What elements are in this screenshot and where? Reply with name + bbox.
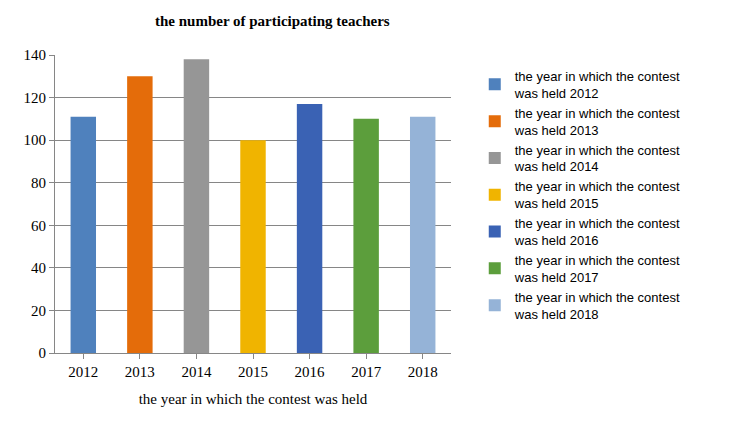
svg-text:20: 20 bbox=[31, 303, 46, 319]
svg-text:the year in which the contest: the year in which the contest was held bbox=[139, 391, 368, 407]
svg-text:0: 0 bbox=[39, 345, 47, 361]
svg-text:the number of participating te: the number of participating teachers bbox=[155, 13, 390, 29]
svg-text:2017: 2017 bbox=[351, 364, 382, 380]
svg-text:140: 140 bbox=[24, 47, 47, 63]
svg-text:80: 80 bbox=[31, 175, 46, 191]
svg-text:the year in which the contestw: the year in which the contestwas held 20… bbox=[514, 143, 680, 175]
svg-text:2018: 2018 bbox=[408, 364, 438, 380]
svg-text:60: 60 bbox=[31, 218, 46, 234]
svg-text:100: 100 bbox=[24, 132, 47, 148]
svg-text:the year in which the contestw: the year in which the contestwas held 20… bbox=[514, 253, 680, 285]
svg-text:the year in which the contestw: the year in which the contestwas held 20… bbox=[514, 290, 680, 322]
svg-text:the year in which the contestw: the year in which the contestwas held 20… bbox=[514, 69, 680, 101]
svg-text:120: 120 bbox=[24, 90, 47, 106]
svg-text:40: 40 bbox=[31, 260, 46, 276]
svg-text:the year in which the contestw: the year in which the contestwas held 20… bbox=[514, 179, 680, 211]
svg-text:the year in which the contestw: the year in which the contestwas held 20… bbox=[514, 106, 680, 138]
svg-text:2015: 2015 bbox=[238, 364, 268, 380]
svg-text:2012: 2012 bbox=[68, 364, 98, 380]
svg-text:2016: 2016 bbox=[295, 364, 326, 380]
svg-text:2013: 2013 bbox=[125, 364, 155, 380]
svg-text:the year in which the contestw: the year in which the contestwas held 20… bbox=[514, 216, 680, 248]
svg-text:2014: 2014 bbox=[181, 364, 212, 380]
